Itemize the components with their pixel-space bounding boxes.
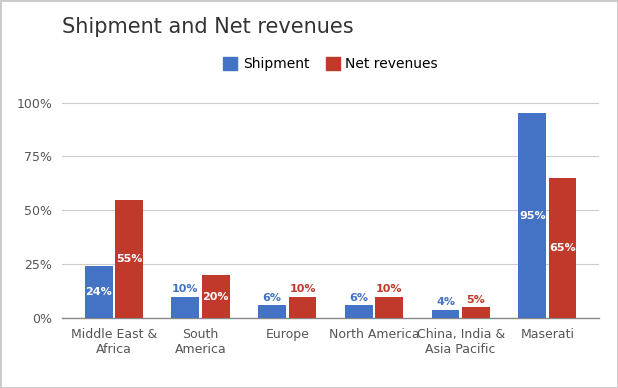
Text: 10%: 10% [289,284,316,294]
Text: 6%: 6% [349,293,368,303]
Bar [462,307,489,318]
Text: Shipment and Net revenues: Shipment and Net revenues [62,17,353,36]
Text: 55%: 55% [116,254,142,264]
Text: 10%: 10% [376,284,402,294]
Text: 5%: 5% [467,295,485,305]
Text: 95%: 95% [519,211,546,221]
Bar [289,296,316,318]
Text: 20%: 20% [203,292,229,301]
Bar [519,113,546,318]
Bar [549,178,577,318]
Bar [202,275,230,318]
Bar [258,305,286,318]
Text: 24%: 24% [85,287,112,297]
Bar [431,310,459,318]
Bar [85,267,112,318]
Bar [345,305,373,318]
Text: 10%: 10% [172,284,198,294]
Text: 6%: 6% [263,293,282,303]
Bar [375,296,403,318]
Bar [172,296,199,318]
Text: 65%: 65% [549,243,576,253]
Bar [115,199,143,318]
Legend: Shipment, Net revenues: Shipment, Net revenues [218,52,444,77]
Text: 4%: 4% [436,297,455,307]
